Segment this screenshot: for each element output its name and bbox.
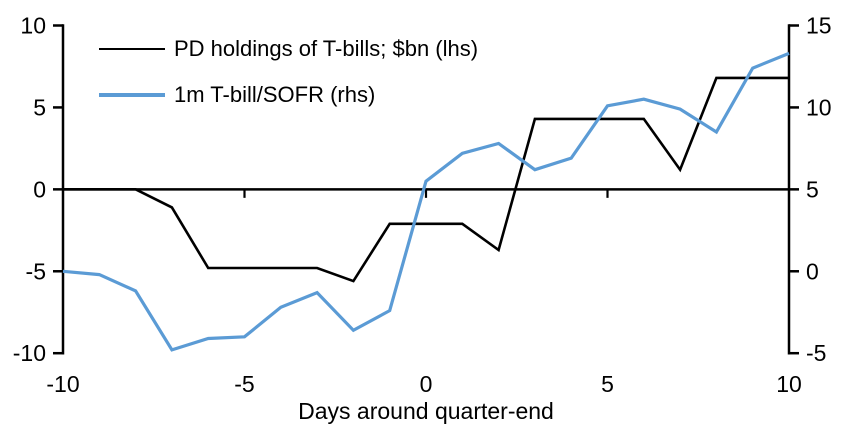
x-axis-tick-label: 0 [420, 371, 433, 397]
x-axis-tick-label: 10 [776, 371, 802, 397]
x-axis-tick-label: -5 [234, 371, 254, 397]
series-line-pd-holdings [63, 76, 789, 283]
legend: PD holdings of T-bills; $bn (lhs) 1m T-b… [99, 36, 478, 108]
right-axis-tick-label: 10 [806, 94, 832, 120]
legend-item-pd-holdings: PD holdings of T-bills; $bn (lhs) [99, 36, 478, 62]
legend-line-sample-black [99, 47, 165, 51]
x-axis-tick-label: 5 [601, 371, 614, 397]
legend-item-tbill-sofr: 1m T-bill/SOFR (rhs) [99, 82, 478, 108]
left-axis-tick-label: -10 [13, 340, 46, 366]
right-axis-tick-label: 0 [806, 258, 819, 284]
legend-label-pd-holdings: PD holdings of T-bills; $bn (lhs) [174, 36, 479, 61]
left-axis-tick-label: 10 [20, 13, 46, 39]
left-axis-tick-label: -5 [26, 258, 46, 284]
legend-line-sample-blue [99, 93, 165, 97]
right-axis-tick-label: -5 [806, 340, 826, 366]
left-axis-tick-label: 0 [33, 176, 46, 202]
legend-label-tbill-sofr: 1m T-bill/SOFR (rhs) [174, 82, 376, 107]
left-axis-tick-label: 5 [33, 94, 46, 120]
right-axis-tick-label: 5 [806, 176, 819, 202]
right-axis-tick-label: 15 [806, 13, 832, 39]
x-axis-title: Days around quarter-end [298, 398, 554, 424]
series-line-tbill-sofr [62, 51, 790, 352]
x-axis-tick-label: -10 [46, 371, 79, 397]
